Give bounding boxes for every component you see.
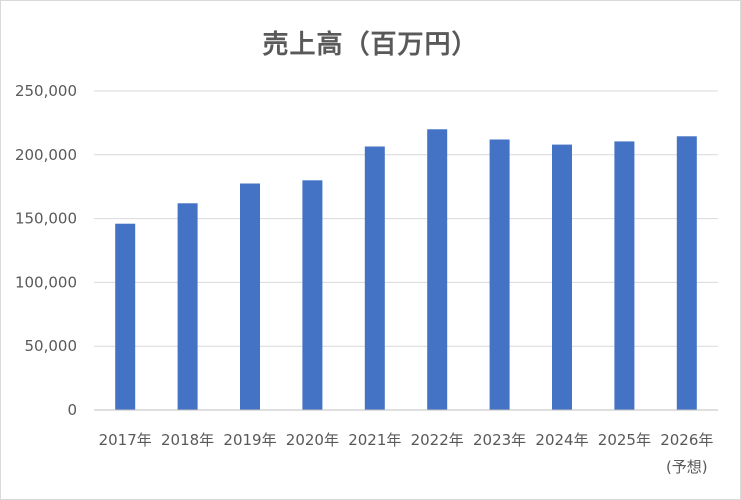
x-tick-label: 2019年	[223, 431, 276, 449]
x-tick-label: 2020年	[286, 431, 339, 449]
bar	[614, 141, 635, 411]
x-tick-label: 2018年	[161, 431, 214, 449]
x-tick-label: 2023年	[473, 431, 526, 449]
bar	[115, 223, 136, 410]
y-tick-label: 0	[67, 401, 77, 419]
bar	[427, 129, 448, 410]
chart-title: 売上高（百万円）	[262, 30, 479, 60]
bar	[364, 146, 385, 411]
x-tick-label: 2022年	[411, 431, 464, 449]
y-tick-label: 250,000	[15, 82, 77, 100]
y-tick-label: 50,000	[25, 337, 78, 355]
x-tick-label: 2025年	[598, 431, 651, 449]
bar	[240, 183, 260, 410]
y-tick-label: 150,000	[15, 210, 77, 228]
bar	[552, 144, 572, 411]
bar	[676, 136, 697, 410]
x-tick-label: 2024年	[535, 431, 588, 449]
x-tick-label: 2017年	[99, 431, 152, 449]
y-tick-label: 100,000	[15, 273, 77, 291]
bar	[489, 139, 510, 410]
x-tick-sublabel: (予想)	[666, 458, 708, 476]
x-tick-label: 2021年	[348, 431, 401, 449]
y-tick-label: 200,000	[15, 146, 77, 164]
x-tick-label: 2026年	[660, 431, 713, 449]
bar	[302, 180, 323, 410]
bar	[177, 203, 198, 410]
